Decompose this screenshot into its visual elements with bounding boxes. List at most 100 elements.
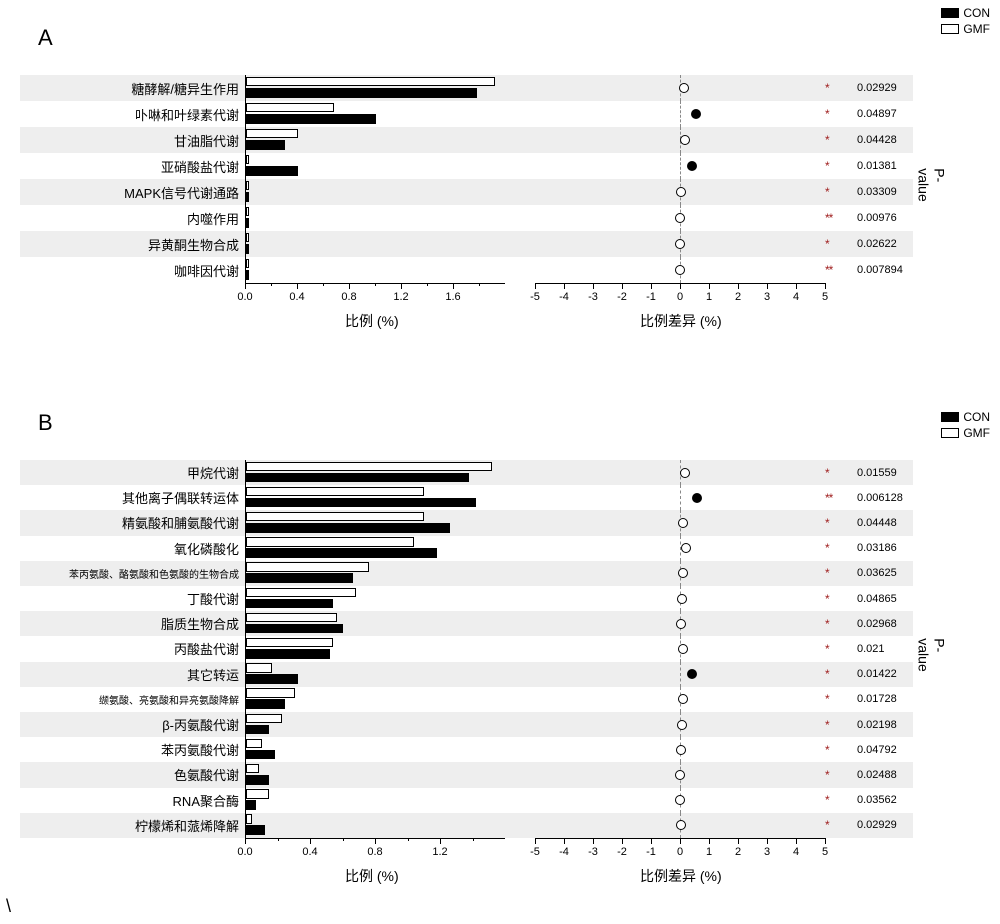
tick [297,283,298,289]
bar-group [245,662,505,687]
bar-gmf [246,77,495,87]
pvalue: 0.04792 [853,744,913,756]
star-text: * [825,566,829,580]
diff-cell [535,179,825,205]
pvalue-axis-title: P-value [916,638,948,671]
tick-label: 0.8 [341,291,356,303]
row-label: RNA聚合酶 [20,791,245,810]
diff-x-axis: -5-4-3-2-1012345 [535,283,825,313]
diff-dot [675,265,685,275]
tick-minor [278,838,279,841]
bar-gmf [246,613,337,623]
bar-gmf [246,562,369,572]
tick-label: -1 [646,846,656,858]
tick-minor [375,283,376,286]
tick [593,838,594,844]
pvalue: 0.04897 [853,108,913,120]
significance-stars: * [825,183,853,201]
bar-gmf [246,537,414,547]
row-label: 其它转运 [20,665,245,684]
zero-line [680,153,681,179]
diff-dot [680,468,690,478]
row-label: 异黄酮生物合成 [20,235,245,254]
legend-label-con: CON [963,410,990,424]
bar-con [246,218,249,228]
diff-cell [535,762,825,787]
panel-label-A: A [38,25,53,51]
tick-label: 5 [822,846,828,858]
tick [651,838,652,844]
bar-gmf [246,462,492,472]
tick [535,283,536,289]
diff-cell [535,231,825,257]
bar-con [246,140,285,150]
diff-dot [676,745,686,755]
diff-cell [535,127,825,153]
bar-group [245,813,505,838]
tick [310,838,311,844]
pvalue: 0.006128 [853,492,913,504]
zero-line [680,101,681,127]
diff-axis-title: 比例差异 (%) [640,866,722,886]
significance-stars: * [825,539,853,557]
bar-con [246,573,353,583]
bar-gmf [246,739,262,749]
bar-group [245,510,505,535]
diff-dot [676,619,686,629]
bar-con [246,674,298,684]
tick [738,838,739,844]
tick [709,283,710,289]
tick-label: -3 [588,291,598,303]
diff-cell [535,586,825,611]
star-text: * [825,237,829,251]
tick [375,838,376,844]
star-text: * [825,617,829,631]
pvalue: 0.04448 [853,517,913,529]
pvalue: 0.01422 [853,668,913,680]
tick-label: 0.0 [237,291,252,303]
row-label: 卟啉和叶绿素代谢 [20,105,245,124]
row-label: 丙酸盐代谢 [20,639,245,658]
bar-gmf [246,207,249,217]
diff-dot [675,239,685,249]
tick-label: 0 [677,846,683,858]
pvalue: 0.00976 [853,212,913,224]
tick [651,283,652,289]
diff-cell [535,205,825,231]
tick-minor [427,283,428,286]
star-text: ** [825,263,832,277]
bar-group [245,586,505,611]
tick [453,283,454,289]
tick-label: -1 [646,291,656,303]
chart-row: 甘油脂代谢*0.04428 [20,127,913,153]
tick [622,283,623,289]
significance-stars: * [825,514,853,532]
bar-con [246,599,333,609]
row-label: 其他离子偶联转运体 [20,488,245,507]
diff-dot [678,568,688,578]
chart-row: 内噬作用**0.00976 [20,205,913,231]
tick-label: -4 [559,291,569,303]
star-text: * [825,133,829,147]
tick-label: 4 [793,291,799,303]
diff-cell [535,788,825,813]
star-text: * [825,768,829,782]
row-label: 柠檬烯和蒎烯降解 [20,816,245,835]
diff-cell [535,813,825,838]
panel-B: 甲烷代谢*0.01559其他离子偶联转运体**0.006128精氨酸和脯氨酸代谢… [20,460,913,838]
chart-row: 脂质生物合成*0.02968 [20,611,913,636]
legend: CONGMF [941,6,990,38]
star-text: * [825,793,829,807]
bar-con [246,825,265,835]
star-text: * [825,667,829,681]
bar-con [246,523,450,533]
bar-gmf [246,789,269,799]
row-label: β-丙氨酸代谢 [20,715,245,734]
legend-swatch-gmf [941,24,959,34]
tick-minor [343,838,344,841]
row-label: 亚硝酸盐代谢 [20,157,245,176]
tick [564,838,565,844]
significance-stars: * [825,690,853,708]
bar-con [246,114,376,124]
tick-minor [479,283,480,286]
